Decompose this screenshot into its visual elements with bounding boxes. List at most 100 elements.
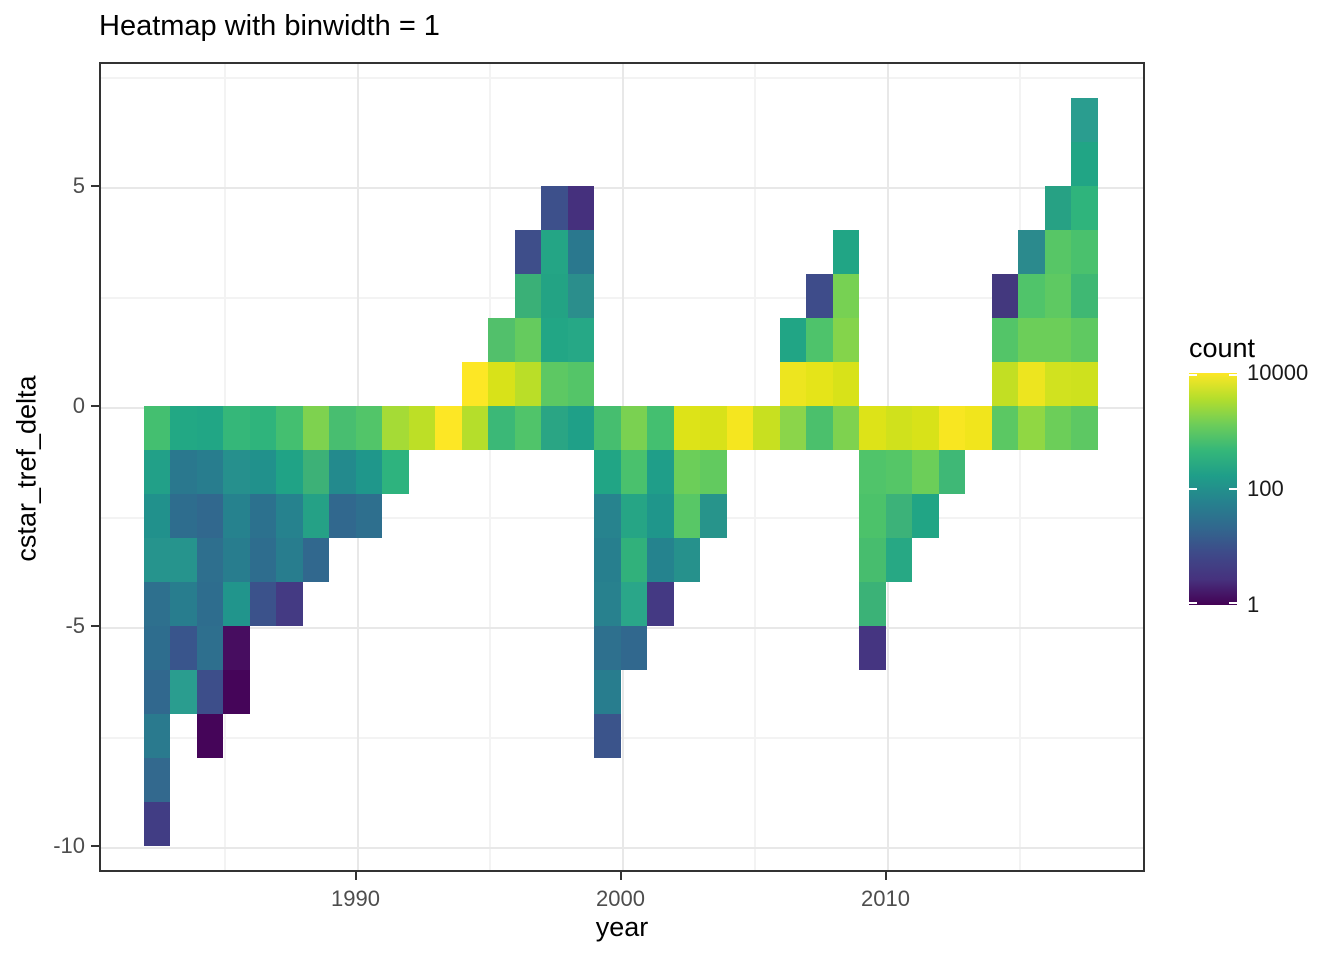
x-axis-tick: [619, 872, 622, 880]
heatmap-cell: [1071, 361, 1098, 406]
heatmap-cell: [1071, 97, 1098, 142]
heatmap-cell: [196, 581, 224, 626]
heatmap-cell: [170, 449, 197, 494]
heatmap-cell: [567, 361, 595, 406]
heatmap-cell: [567, 317, 595, 362]
legend: count 10000 100 1: [1189, 333, 1339, 623]
heatmap-cell: [647, 581, 674, 626]
heatmap-cell: [541, 185, 568, 230]
heatmap-cell: [1018, 273, 1045, 318]
heatmap-cell: [859, 625, 886, 670]
heatmap-cell: [594, 669, 621, 714]
legend-tick-mark: [1189, 374, 1197, 376]
heatmap-cell: [620, 405, 648, 450]
heatmap-cell: [1044, 361, 1072, 406]
heatmap-cell: [1044, 405, 1072, 450]
x-tick-label: 2010: [861, 886, 910, 911]
heatmap-cell: [1018, 229, 1045, 274]
heatmap-cell: [143, 713, 171, 758]
heatmap-cell: [1018, 317, 1045, 362]
heatmap-cell: [620, 449, 648, 494]
heatmap-cell: [859, 405, 886, 450]
heatmap-cell: [143, 537, 171, 582]
heatmap-cell: [647, 405, 674, 450]
legend-tick-mark: [1189, 488, 1197, 490]
heatmap-cell: [779, 361, 807, 406]
heatmap-cell: [673, 449, 701, 494]
heatmap-cell: [143, 801, 171, 846]
plot-panel: [99, 62, 1145, 872]
heatmap-cell: [779, 317, 807, 362]
heatmap-cell: [488, 405, 515, 450]
heatmap-cell: [143, 669, 171, 714]
legend-gradient-bar: [1189, 373, 1237, 605]
heatmap-cell: [567, 229, 595, 274]
heatmap-cell: [859, 581, 886, 626]
heatmap-cell: [1018, 361, 1045, 406]
heatmap-cell: [912, 405, 939, 450]
heatmap-cell: [143, 493, 171, 538]
legend-tick-mark: [1229, 488, 1237, 490]
y-axis-title: cstar_tref_delta: [11, 375, 42, 562]
heatmap-cell: [461, 361, 489, 406]
heatmap-cell: [170, 537, 197, 582]
heatmap-cell: [1071, 229, 1098, 274]
heatmap-cell: [249, 581, 277, 626]
heatmap-cell: [249, 405, 277, 450]
gridline-minor: [489, 64, 491, 870]
heatmap-cell: [541, 273, 568, 318]
legend-tick-mark: [1189, 602, 1197, 604]
heatmap-cell: [991, 273, 1019, 318]
heatmap-cell: [567, 185, 595, 230]
heatmap-cell: [329, 405, 356, 450]
heatmap-cell: [408, 405, 436, 450]
heatmap-cell: [620, 493, 648, 538]
heatmap-cell: [806, 405, 833, 450]
chart-title: Heatmap with binwidth = 1: [99, 10, 440, 42]
gridline-major: [101, 846, 1143, 849]
heatmap-cell: [249, 449, 277, 494]
heatmap-cell: [647, 537, 674, 582]
heatmap-cell: [514, 229, 542, 274]
heatmap-cell: [594, 625, 621, 670]
legend-tick-label: 100: [1247, 476, 1284, 501]
heatmap-cell: [196, 405, 224, 450]
legend-tick-mark: [1229, 602, 1237, 604]
heatmap-cell: [567, 273, 595, 318]
heatmap-cell: [223, 493, 250, 538]
y-axis-tick: [91, 184, 99, 187]
heatmap-cell: [382, 405, 409, 450]
heatmap-cell: [1044, 317, 1072, 362]
heatmap-cell: [859, 493, 886, 538]
gridline-major: [101, 186, 1143, 189]
heatmap-cell: [276, 405, 303, 450]
gridline-minor: [754, 64, 756, 870]
heatmap-cell: [276, 493, 303, 538]
heatmap-cell: [1071, 273, 1098, 318]
heatmap-cell: [461, 405, 489, 450]
heatmap-cell: [1044, 229, 1072, 274]
heatmap-cell: [170, 669, 197, 714]
heatmap-cell: [143, 625, 171, 670]
heatmap-cell: [594, 713, 621, 758]
x-axis-tick: [884, 872, 887, 880]
heatmap-cell: [832, 317, 860, 362]
heatmap-cell: [355, 449, 383, 494]
heatmap-cell: [859, 537, 886, 582]
heatmap-cell: [196, 669, 224, 714]
legend-title: count: [1189, 333, 1256, 363]
heatmap-cell: [594, 449, 621, 494]
heatmap-cell: [938, 405, 966, 450]
y-tick-label: -10: [53, 832, 85, 858]
heatmap-cell: [647, 449, 674, 494]
heatmap-cell: [223, 625, 250, 670]
heatmap-cell: [249, 537, 277, 582]
heatmap-cell: [223, 669, 250, 714]
y-axis-tick: [91, 844, 99, 847]
heatmap-cell: [647, 493, 674, 538]
heatmap-cell: [170, 405, 197, 450]
heatmap-cell: [223, 405, 250, 450]
heatmap-cell: [329, 493, 356, 538]
heatmap-cell: [594, 537, 621, 582]
heatmap-cell: [779, 405, 807, 450]
